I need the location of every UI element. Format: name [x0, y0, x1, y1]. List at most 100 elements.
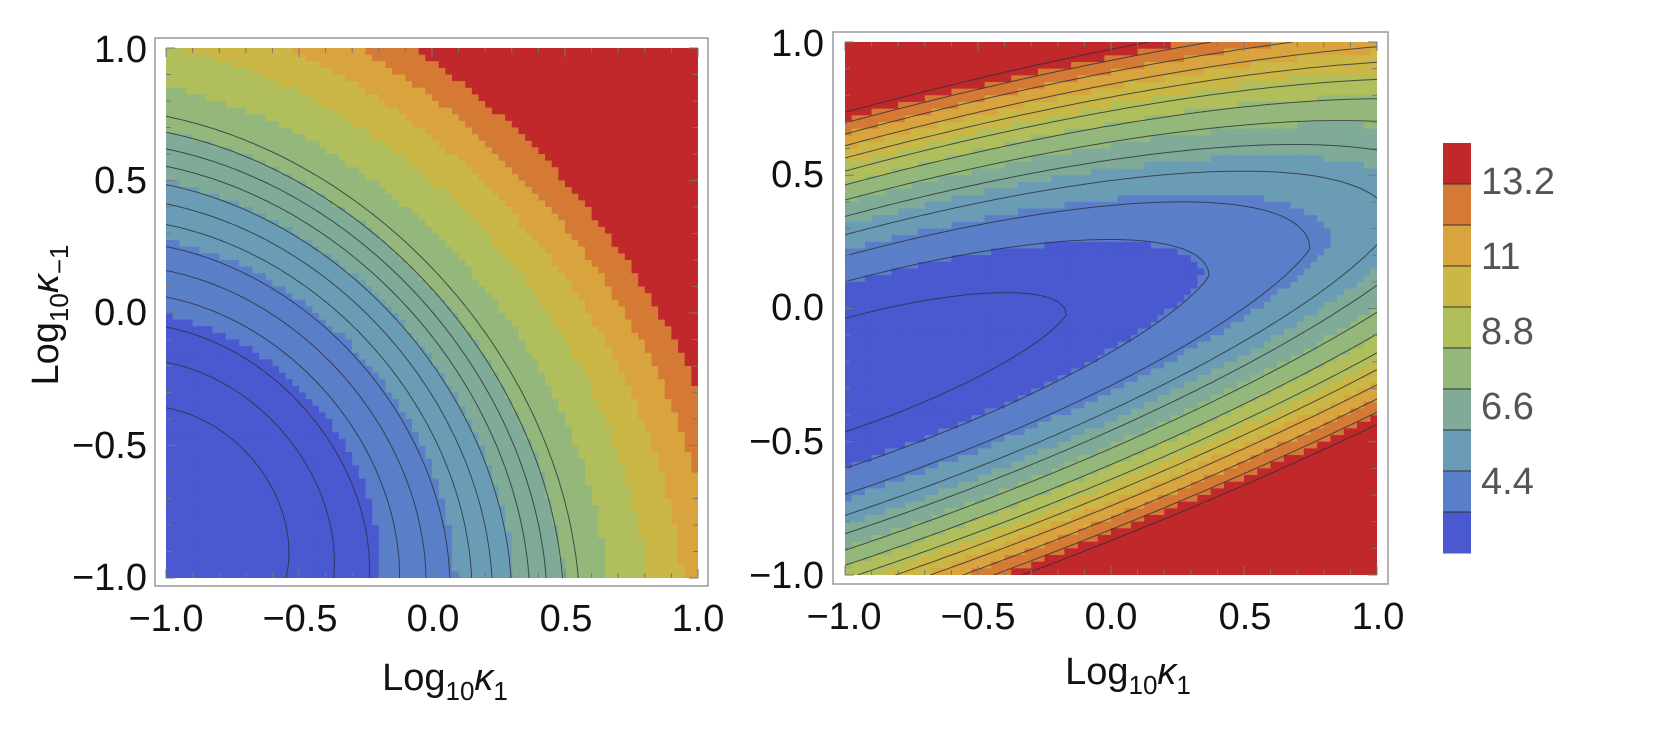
- contour-cell: [378, 359, 387, 367]
- contour-cell: [678, 405, 686, 413]
- contour-cell: [644, 226, 653, 235]
- contour-cell: [571, 54, 579, 62]
- contour-cell: [438, 61, 446, 69]
- contour-cell: [438, 445, 446, 453]
- contour-cell: [458, 200, 466, 208]
- contour-cell: [225, 352, 234, 360]
- contour-cell: [318, 405, 327, 413]
- contour-cell: [279, 180, 287, 188]
- contour-cell: [212, 94, 220, 102]
- contour-cell: [245, 326, 254, 334]
- contour-cell: [365, 346, 373, 354]
- contour-cell: [485, 299, 493, 307]
- contour-cell: [571, 173, 579, 182]
- contour-cell: [205, 412, 214, 420]
- contour-cell: [571, 438, 579, 447]
- contour-cell: [545, 313, 553, 321]
- contour-cell: [385, 326, 393, 334]
- contour-cell: [199, 432, 207, 440]
- contour-cell: [279, 332, 287, 341]
- contour-cell: [299, 385, 307, 394]
- contour-cell: [618, 107, 626, 115]
- contour-cell: [445, 134, 453, 142]
- contour-cell: [631, 445, 639, 453]
- contour-cell: [571, 107, 579, 115]
- contour-cell: [225, 173, 234, 182]
- contour-cell: [478, 193, 486, 201]
- contour-cell: [498, 193, 506, 201]
- contour-cell: [312, 94, 320, 102]
- contour-cell: [598, 74, 606, 82]
- contour-cell: [458, 313, 466, 321]
- contour-cell: [245, 120, 254, 129]
- contour-cell: [591, 299, 599, 307]
- contour-cell: [664, 127, 672, 135]
- contour-cell: [678, 220, 686, 228]
- contour-cell: [531, 260, 539, 268]
- contour-cell: [611, 114, 619, 122]
- contour-cell: [179, 94, 187, 102]
- contour-cell: [338, 445, 347, 453]
- contour-cell: [172, 366, 180, 374]
- contour-cell: [518, 107, 526, 115]
- contour-cell: [378, 286, 387, 294]
- contour-cell: [684, 438, 692, 447]
- contour-cell: [565, 419, 573, 427]
- contour-cell: [571, 346, 579, 354]
- contour-cell: [205, 87, 214, 95]
- contour-cell: [259, 372, 267, 380]
- contour-cell: [265, 154, 273, 162]
- contour-cell: [239, 94, 247, 102]
- contour-cell: [691, 180, 698, 188]
- contour-cell: [604, 220, 613, 228]
- contour-cell: [345, 346, 353, 354]
- contour-cell: [445, 339, 453, 347]
- contour-cell: [531, 266, 539, 274]
- contour-cell: [678, 332, 686, 341]
- contour-cell: [199, 193, 207, 201]
- contour-cell: [511, 412, 520, 420]
- contour-cell: [345, 452, 353, 460]
- contour-cell: [511, 332, 520, 341]
- contour-cell: [565, 226, 573, 235]
- contour-cell: [571, 240, 579, 248]
- contour-cell: [312, 167, 320, 175]
- contour-cell: [438, 332, 446, 341]
- contour-cell: [571, 226, 579, 235]
- contour-cell: [684, 286, 692, 294]
- contour-cell: [378, 220, 387, 228]
- contour-cell: [338, 147, 347, 155]
- contour-cell: [518, 200, 526, 208]
- contour-cell: [684, 61, 692, 69]
- contour-cell: [392, 233, 400, 241]
- contour-cell: [332, 187, 340, 195]
- contour-cell: [352, 399, 360, 407]
- contour-cell: [412, 240, 420, 248]
- contour-cell: [624, 273, 633, 281]
- contour-cell: [259, 240, 267, 248]
- contour-cell: [471, 127, 480, 135]
- contour-cell: [485, 392, 493, 400]
- contour-cell: [252, 359, 260, 367]
- contour-cell: [365, 94, 373, 102]
- contour-cell: [445, 425, 453, 433]
- contour-cell: [412, 352, 420, 360]
- contour-cell: [631, 359, 639, 367]
- contour-cell: [305, 359, 313, 367]
- contour-cell: [458, 366, 466, 374]
- contour-cell: [678, 134, 686, 142]
- contour-cell: [179, 74, 187, 82]
- contour-cell: [205, 253, 214, 261]
- contour-cell: [611, 438, 619, 447]
- contour-cell: [551, 74, 559, 82]
- contour-cell: [591, 279, 599, 288]
- contour-cell: [584, 286, 593, 294]
- contour-cell: [591, 438, 599, 447]
- contour-cell: [684, 293, 692, 301]
- contour-cell: [272, 279, 280, 288]
- contour-cell: [305, 286, 313, 294]
- contour-cell: [465, 94, 473, 102]
- contour-cell: [285, 319, 293, 327]
- contour-cell: [518, 140, 526, 148]
- contour-cell: [179, 200, 187, 208]
